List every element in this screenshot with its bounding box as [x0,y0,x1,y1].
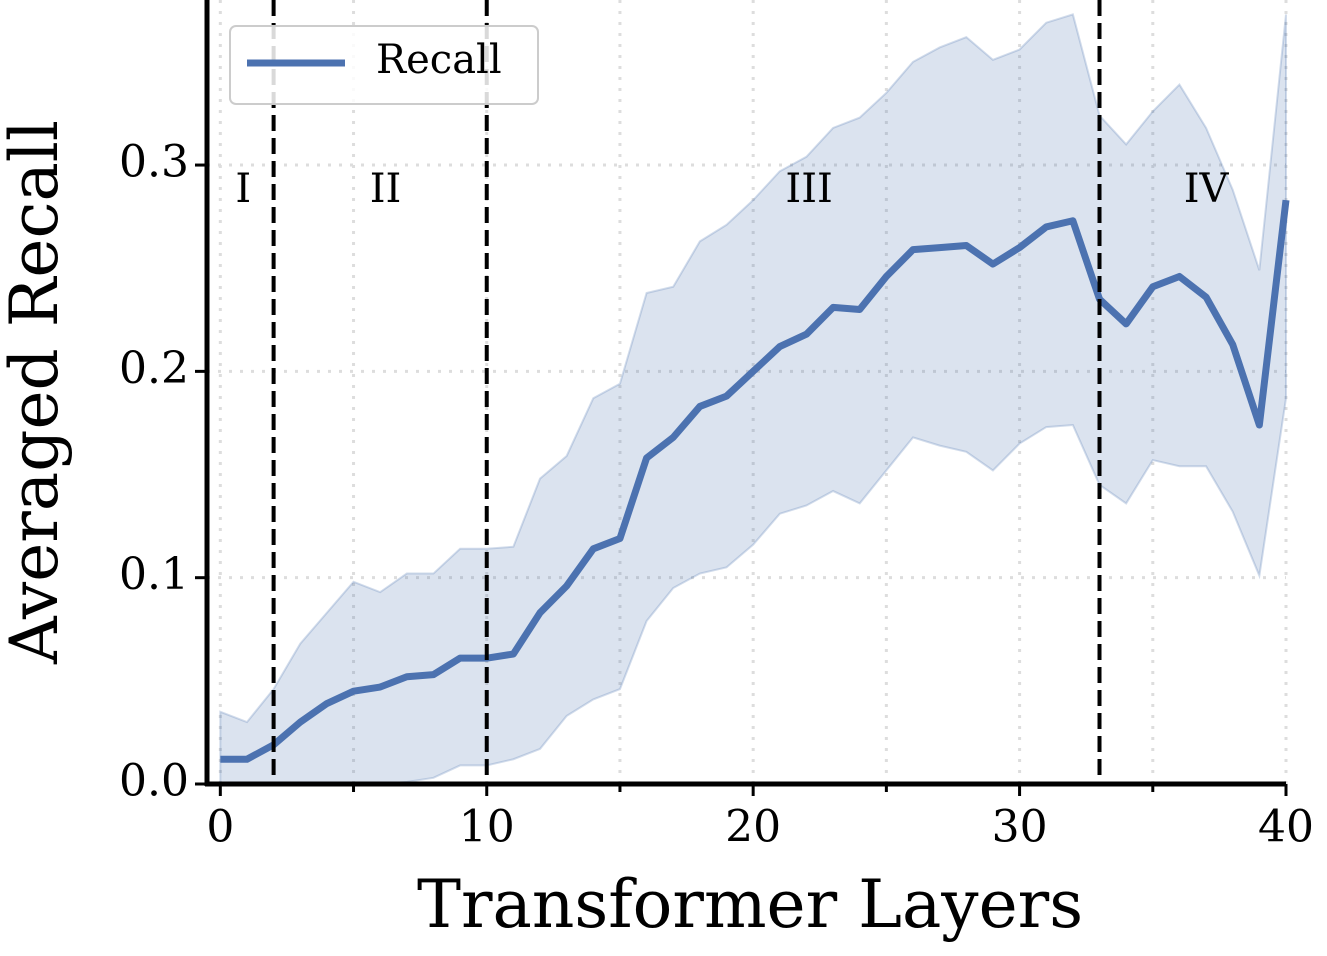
x-tick-label: 30 [992,802,1048,853]
y-axis-label: Averaged Recall [0,120,73,665]
y-tick-label: 0.2 [119,343,189,394]
x-tick-label: 0 [206,802,234,853]
confidence-band [219,13,1287,785]
region-label: I [235,166,251,212]
line [220,199,1290,763]
region-label: III [785,166,832,212]
x-tick-label: 10 [459,802,515,853]
y-tick-label: 0.0 [119,756,189,807]
legend-label: Recall [376,37,502,83]
x-axis-label: Transformer Layers [417,866,1083,943]
y-tick-label: 0.1 [119,549,189,600]
x-tick-label: 40 [1258,802,1314,853]
region-label: II [370,166,402,212]
y-tick-label: 0.3 [119,137,189,188]
region-label: IV [1184,166,1230,212]
x-tick-label: 20 [725,802,781,853]
legend-box [229,25,539,105]
